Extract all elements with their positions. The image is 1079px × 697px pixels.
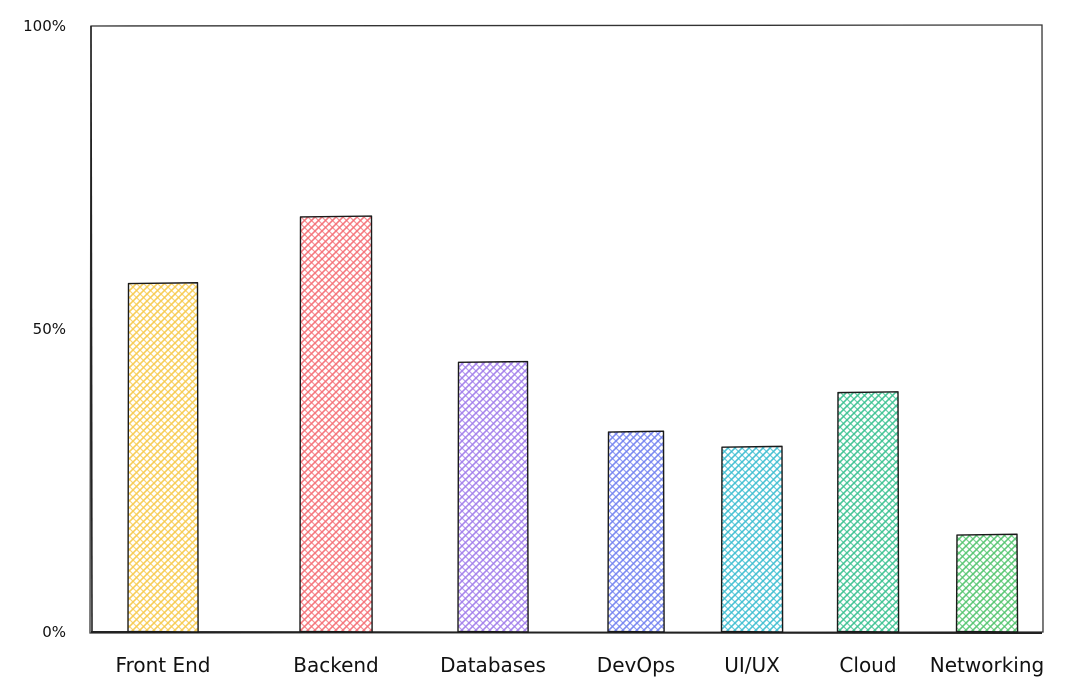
plot-frame (89, 24, 1044, 634)
x-category-label: UI/UX (724, 653, 780, 677)
bar-front-end (127, 282, 199, 633)
x-category-label: Databases (440, 653, 546, 677)
y-tick-label: 0% (42, 623, 66, 641)
x-axis-line (90, 631, 1043, 634)
y-axis: 0% 50% 100% (23, 17, 66, 641)
y-axis-line (90, 25, 93, 633)
x-category-label: Networking (930, 653, 1044, 677)
bar-backend (299, 215, 373, 633)
y-tick-label: 50% (33, 320, 66, 338)
x-category-label: DevOps (597, 653, 675, 677)
bar-ui-ux (720, 445, 784, 633)
x-category-label: Backend (293, 653, 379, 677)
plot-border (89, 24, 1044, 634)
bar-databases (457, 360, 529, 633)
x-axis: Front End Backend Databases DevOps UI/UX Clou… (116, 653, 1045, 677)
bars-layer (127, 215, 1019, 633)
bar-cloud (836, 391, 900, 633)
bar-networking (955, 533, 1019, 633)
y-tick-label: 100% (23, 17, 66, 35)
x-category-label: Cloud (839, 653, 896, 677)
bar-devops (607, 430, 665, 633)
x-category-label: Front End (116, 653, 211, 677)
